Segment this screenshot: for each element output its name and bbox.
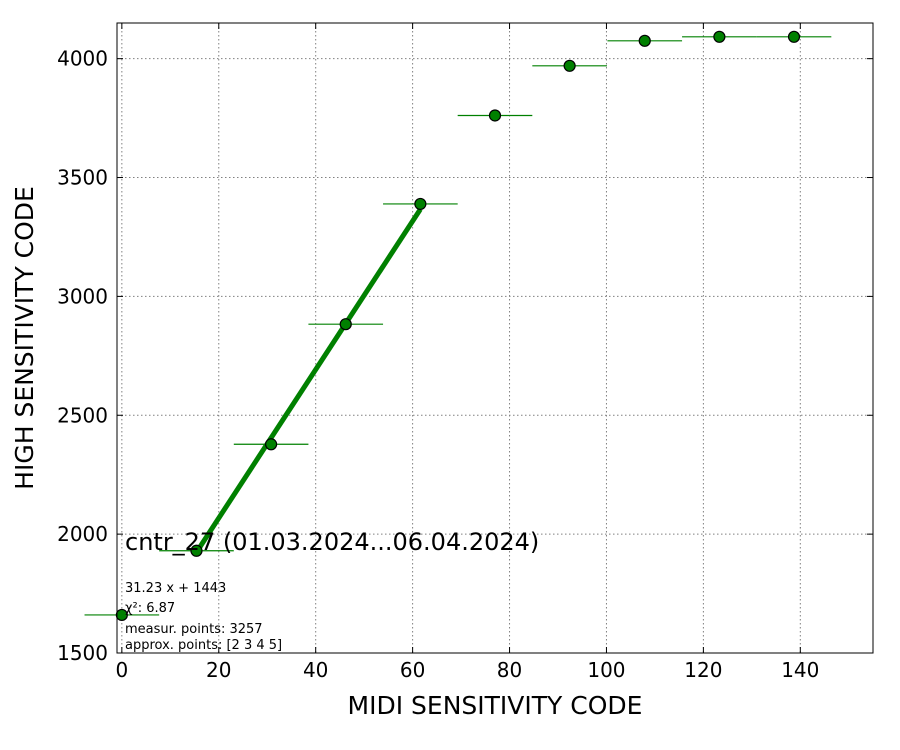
- grid-lines: [117, 23, 873, 654]
- y-axis-label: HIGH SENSITIVITY CODE: [10, 186, 39, 490]
- data-point: [115, 608, 128, 622]
- x-axis-label: MIDI SENSITIVITY CODE: [348, 691, 643, 720]
- x-tick-label: 0: [115, 658, 128, 682]
- x-tick-label: 20: [206, 658, 231, 682]
- data-point: [339, 318, 352, 331]
- data-point: [713, 30, 726, 43]
- data-point: [190, 544, 203, 557]
- y-tick-labels: 1500 2000 2500 3000 3500 4000: [57, 47, 108, 665]
- approx-points-note: approx. points: [2 3 4 5]: [125, 638, 282, 653]
- x-tick-label: 120: [684, 658, 722, 682]
- x-tick-label: 140: [781, 658, 819, 682]
- data-point: [265, 438, 278, 451]
- x-tick-label: 40: [303, 658, 328, 682]
- measur-points-note: measur. points: 3257: [125, 622, 263, 637]
- y-tick-label: 2000: [57, 522, 108, 546]
- y-tick-label: 1500: [57, 641, 108, 665]
- fit-equation: 31.23 x + 1443: [125, 581, 226, 596]
- chi-square-note: χ²: 6.87: [125, 601, 175, 616]
- chart-title: cntr_27 (01.03.2024...06.04.2024): [125, 528, 539, 556]
- data-point: [414, 197, 427, 211]
- y-tick-label: 4000: [57, 47, 108, 71]
- plot-frame: [116, 22, 874, 654]
- data-point: [787, 30, 801, 43]
- data-point: [488, 109, 502, 122]
- y-tick-label: 2500: [57, 403, 108, 427]
- x-tick-labels: 0 20 40 60 80 100 120 140: [115, 658, 819, 682]
- data-points: [115, 30, 801, 622]
- y-tick-label: 3500: [57, 166, 108, 190]
- axis-ticks: [117, 23, 873, 654]
- x-tick-label: 100: [587, 658, 625, 682]
- fit-line: [194, 207, 423, 554]
- fit-line-layer: [194, 207, 423, 554]
- data-point: [638, 34, 651, 47]
- data-point: [563, 59, 576, 72]
- x-tick-label: 60: [400, 658, 425, 682]
- x-tick-label: 80: [497, 658, 522, 682]
- y-tick-label: 3000: [57, 284, 108, 308]
